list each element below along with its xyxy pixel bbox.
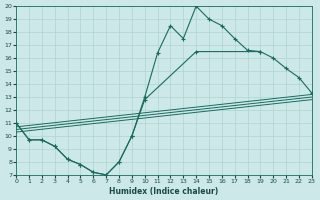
X-axis label: Humidex (Indice chaleur): Humidex (Indice chaleur)	[109, 187, 219, 196]
